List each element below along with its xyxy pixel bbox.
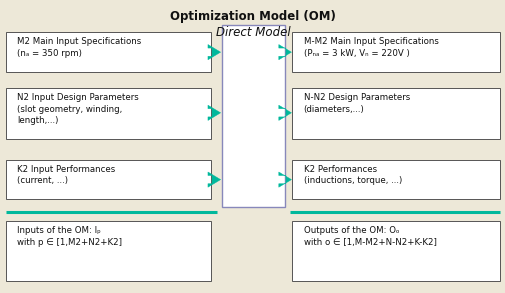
Text: Direct Model: Direct Model	[215, 26, 290, 39]
Text: Optimization Model (OM): Optimization Model (OM)	[170, 10, 335, 23]
Polygon shape	[208, 172, 220, 187]
Bar	[292, 88, 499, 139]
Bar	[6, 32, 211, 72]
Bar	[292, 160, 499, 199]
Bar	[6, 88, 211, 139]
Text: N2 Input Design Parameters
(slot geometry, winding,
length,...): N2 Input Design Parameters (slot geometr…	[17, 93, 139, 125]
Polygon shape	[278, 105, 291, 120]
Text: M2 Main Input Specifications
(nₐ = 350 rpm): M2 Main Input Specifications (nₐ = 350 r…	[17, 38, 141, 58]
Polygon shape	[208, 105, 220, 120]
Text: K2 Performances
(inductions, torque, ...): K2 Performances (inductions, torque, ...…	[303, 165, 401, 185]
Text: N-N2 Design Parameters
(diameters,...): N-N2 Design Parameters (diameters,...)	[303, 93, 409, 113]
Bar	[6, 221, 211, 281]
Polygon shape	[208, 45, 220, 60]
Bar	[6, 160, 211, 199]
Text: M-M2 Main Input Specifications
(Pₙₐ = 3 kW, Vₙ = 220V ): M-M2 Main Input Specifications (Pₙₐ = 3 …	[303, 38, 438, 58]
Text: K2 Input Performances
(current, ...): K2 Input Performances (current, ...)	[17, 165, 115, 185]
Text: Inputs of the OM: Iₚ
with p ∈ [1,M2+N2+K2]: Inputs of the OM: Iₚ with p ∈ [1,M2+N2+K…	[17, 226, 122, 247]
Bar	[221, 25, 284, 207]
Text: Outputs of the OM: Oₒ
with o ∈ [1,M-M2+N-N2+K-K2]: Outputs of the OM: Oₒ with o ∈ [1,M-M2+N…	[303, 226, 436, 247]
Polygon shape	[278, 172, 291, 187]
Bar	[292, 32, 499, 72]
Polygon shape	[278, 45, 291, 60]
Bar	[292, 221, 499, 281]
